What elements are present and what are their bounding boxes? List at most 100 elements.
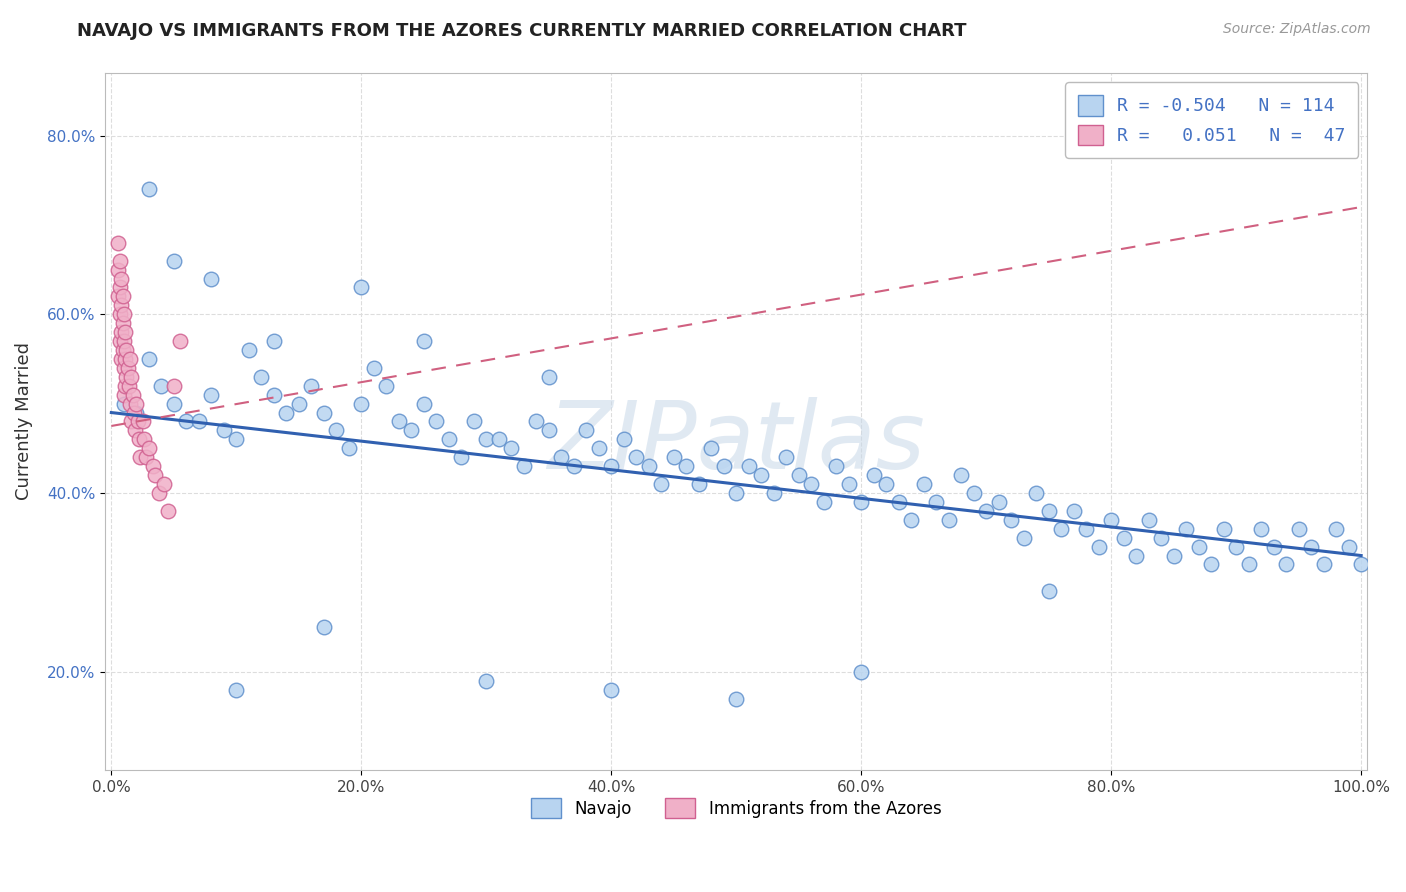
Text: ZIPatlas: ZIPatlas bbox=[547, 397, 925, 488]
Point bbox=[637, 459, 659, 474]
Point bbox=[118, 378, 141, 392]
Point bbox=[700, 442, 723, 456]
Point bbox=[875, 477, 897, 491]
Point bbox=[925, 495, 948, 509]
Point bbox=[108, 253, 131, 268]
Point bbox=[851, 665, 873, 679]
Point bbox=[963, 486, 986, 500]
Point bbox=[1025, 486, 1047, 500]
Point bbox=[762, 486, 785, 500]
Point bbox=[312, 406, 335, 420]
Point bbox=[1175, 522, 1198, 536]
Point bbox=[950, 468, 973, 483]
Point bbox=[250, 369, 273, 384]
Point bbox=[1137, 513, 1160, 527]
Point bbox=[775, 450, 797, 465]
Point bbox=[111, 343, 134, 357]
Point bbox=[600, 459, 623, 474]
Point bbox=[388, 415, 411, 429]
Point bbox=[150, 378, 173, 392]
Point bbox=[337, 442, 360, 456]
Point bbox=[163, 253, 186, 268]
Point bbox=[114, 325, 136, 339]
Point bbox=[1125, 549, 1147, 563]
Point bbox=[138, 351, 160, 366]
Point bbox=[675, 459, 697, 474]
Point bbox=[288, 396, 311, 410]
Point bbox=[613, 433, 636, 447]
Point bbox=[987, 495, 1010, 509]
Point bbox=[108, 334, 131, 348]
Point bbox=[412, 334, 434, 348]
Point bbox=[900, 513, 922, 527]
Point bbox=[138, 182, 160, 196]
Point bbox=[156, 504, 179, 518]
Point bbox=[299, 378, 322, 392]
Point bbox=[363, 360, 385, 375]
Point bbox=[463, 415, 485, 429]
Point bbox=[738, 459, 761, 474]
Point bbox=[787, 468, 810, 483]
Point bbox=[176, 415, 198, 429]
Legend: Navajo, Immigrants from the Azores: Navajo, Immigrants from the Azores bbox=[524, 792, 948, 824]
Point bbox=[1237, 558, 1260, 572]
Point bbox=[1288, 522, 1310, 536]
Point bbox=[108, 307, 131, 321]
Point bbox=[169, 334, 191, 348]
Point bbox=[550, 450, 572, 465]
Point bbox=[650, 477, 672, 491]
Point bbox=[450, 450, 472, 465]
Point bbox=[127, 415, 149, 429]
Point bbox=[513, 459, 536, 474]
Point bbox=[143, 468, 166, 483]
Point bbox=[626, 450, 648, 465]
Point bbox=[350, 396, 373, 410]
Point bbox=[524, 415, 547, 429]
Point bbox=[276, 406, 298, 420]
Point bbox=[112, 360, 135, 375]
Point bbox=[813, 495, 835, 509]
Point bbox=[588, 442, 610, 456]
Point bbox=[138, 442, 160, 456]
Point bbox=[263, 334, 285, 348]
Point bbox=[662, 450, 685, 465]
Point bbox=[114, 351, 136, 366]
Point bbox=[1050, 522, 1073, 536]
Point bbox=[110, 271, 132, 285]
Point bbox=[437, 433, 460, 447]
Point bbox=[862, 468, 884, 483]
Point bbox=[153, 477, 176, 491]
Point bbox=[1250, 522, 1272, 536]
Point bbox=[1000, 513, 1022, 527]
Point bbox=[163, 378, 186, 392]
Point bbox=[111, 316, 134, 330]
Point bbox=[111, 289, 134, 303]
Point bbox=[125, 396, 148, 410]
Point bbox=[1337, 540, 1360, 554]
Point bbox=[110, 298, 132, 312]
Point bbox=[475, 433, 498, 447]
Point bbox=[350, 280, 373, 294]
Point bbox=[1038, 504, 1060, 518]
Point bbox=[401, 424, 423, 438]
Point bbox=[537, 369, 560, 384]
Point bbox=[238, 343, 260, 357]
Point bbox=[475, 673, 498, 688]
Point bbox=[114, 378, 136, 392]
Point bbox=[107, 262, 129, 277]
Point bbox=[375, 378, 398, 392]
Point bbox=[107, 235, 129, 250]
Point bbox=[425, 415, 447, 429]
Point bbox=[600, 682, 623, 697]
Point bbox=[825, 459, 848, 474]
Point bbox=[112, 307, 135, 321]
Point bbox=[112, 334, 135, 348]
Point bbox=[575, 424, 598, 438]
Point bbox=[1212, 522, 1234, 536]
Point bbox=[124, 424, 146, 438]
Point bbox=[142, 459, 165, 474]
Point bbox=[1150, 531, 1173, 545]
Point bbox=[1038, 584, 1060, 599]
Point bbox=[120, 351, 142, 366]
Point bbox=[1087, 540, 1109, 554]
